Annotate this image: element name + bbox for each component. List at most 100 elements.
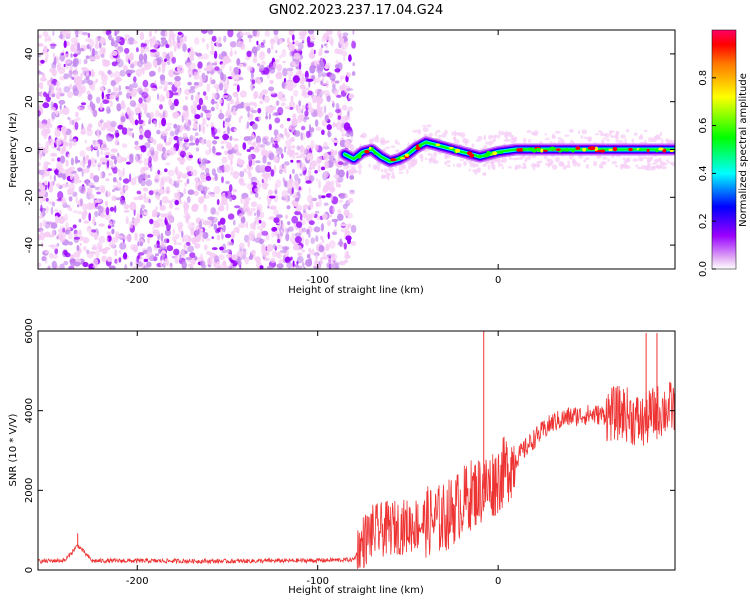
heat-noise-blob xyxy=(38,182,43,186)
heat-noise-blob xyxy=(55,183,61,188)
heat-noise-blob xyxy=(290,95,294,102)
heat-halo-blob xyxy=(666,139,673,143)
heat-noise-blob xyxy=(259,64,265,72)
heat-noise-blob xyxy=(329,73,336,81)
heat-noise-blob xyxy=(161,117,167,127)
heat-noise-blob xyxy=(67,167,72,174)
heat-noise-blob xyxy=(80,85,86,94)
heat-noise-blob xyxy=(262,155,267,164)
heat-noise-blob xyxy=(337,213,344,221)
heat-noise-blob xyxy=(120,116,126,123)
heat-noise-blob xyxy=(238,213,244,219)
heat-noise-blob xyxy=(38,110,41,117)
heat-noise-blob xyxy=(287,145,292,152)
heat-noise-blob xyxy=(94,186,100,191)
heat-noise-blob xyxy=(239,265,242,269)
heat-noise-blob xyxy=(142,187,148,192)
heat-noise-blob xyxy=(73,178,78,185)
heat-noise-blob xyxy=(109,100,113,107)
heat-noise-blob xyxy=(59,109,64,115)
heat-noise-blob xyxy=(138,134,144,140)
heat-noise-blob xyxy=(109,206,115,212)
spectrogram-ytick-label-0: -40 xyxy=(24,237,35,253)
heat-noise-blob xyxy=(159,222,166,228)
heat-noise-blob xyxy=(161,253,166,258)
heat-noise-blob xyxy=(205,64,213,72)
heat-noise-blob xyxy=(219,99,223,104)
heat-noise-blob xyxy=(192,118,198,122)
heat-halo-blob xyxy=(632,158,638,162)
heat-halo-blob xyxy=(464,140,468,146)
heat-noise-blob xyxy=(70,53,73,58)
heat-noise-blob xyxy=(310,212,316,217)
heat-noise-blob xyxy=(256,43,261,51)
heat-noise-blob xyxy=(185,216,190,224)
heat-noise-blob xyxy=(331,218,339,223)
heat-noise-blob xyxy=(259,164,266,172)
heat-noise-blob xyxy=(49,67,55,73)
heat-noise-blob xyxy=(39,185,46,191)
figure-title: GN02.2023.237.17.04.G24 xyxy=(269,3,444,18)
heat-noise-blob xyxy=(318,180,321,189)
snr-xtick-label-0: -200 xyxy=(126,576,149,587)
heat-noise-blob xyxy=(334,64,340,69)
heat-noise-blob xyxy=(155,51,160,56)
heat-noise-blob xyxy=(263,95,270,103)
heat-halo-blob xyxy=(381,168,384,173)
heat-noise-blob xyxy=(294,152,299,156)
heat-noise-blob xyxy=(258,219,262,224)
heat-noise-blob xyxy=(234,50,237,55)
heat-noise-blob xyxy=(91,229,96,233)
spectrogram-ylabel: Frequency (Hz) xyxy=(8,112,19,188)
heat-noise-blob xyxy=(189,252,196,259)
heat-noise-blob xyxy=(197,56,204,60)
heat-noise-blob xyxy=(80,102,87,106)
heat-noise-blob xyxy=(123,235,127,240)
heat-noise-blob xyxy=(166,238,170,243)
heat-noise-blob xyxy=(83,58,88,65)
heat-noise-blob xyxy=(38,142,41,147)
heat-halo-blob xyxy=(554,130,561,134)
heat-halo-blob xyxy=(644,139,647,144)
heat-noise-blob xyxy=(265,105,271,113)
heat-noise-blob xyxy=(101,255,107,263)
heat-noise-blob xyxy=(315,235,319,243)
heat-halo-blob xyxy=(500,131,506,136)
heat-noise-blob xyxy=(333,90,338,96)
heat-noise-blob xyxy=(50,89,54,94)
snr-ylabel: SNR (10 * V/V) xyxy=(8,413,19,486)
heat-halo-blob xyxy=(584,157,590,161)
heat-noise-blob xyxy=(38,162,41,167)
heat-noise-blob xyxy=(126,92,131,99)
heat-noise-blob xyxy=(312,94,317,104)
heat-noise-blob xyxy=(85,249,90,255)
heat-halo-blob xyxy=(506,139,512,142)
colorbar-gradient xyxy=(711,29,737,270)
heat-noise-blob xyxy=(205,112,212,118)
heat-halo-blob xyxy=(520,154,526,159)
heat-noise-blob xyxy=(179,150,186,158)
heat-noise-blob xyxy=(343,242,347,250)
heat-noise-blob xyxy=(64,213,68,222)
heat-noise-blob xyxy=(345,131,351,138)
heat-noise-blob xyxy=(148,155,152,164)
heat-noise-blob xyxy=(261,89,268,95)
heat-noise-blob xyxy=(165,122,173,126)
heat-noise-blob xyxy=(73,118,78,123)
heat-noise-blob xyxy=(65,159,69,167)
heat-halo-blob xyxy=(499,163,504,167)
heat-noise-blob xyxy=(140,153,143,160)
heat-noise-blob xyxy=(121,143,128,149)
heat-noise-blob xyxy=(131,82,138,89)
heat-noise-blob xyxy=(135,47,139,53)
heat-noise-blob xyxy=(83,105,85,110)
heat-noise-blob xyxy=(73,251,81,258)
heat-noise-blob xyxy=(149,49,157,53)
heat-noise-blob xyxy=(176,179,183,183)
heat-noise-blob xyxy=(71,64,78,68)
heat-noise-blob xyxy=(148,147,154,151)
heat-noise-blob xyxy=(202,220,210,226)
heat-noise-blob xyxy=(301,109,304,114)
heat-noise-blob xyxy=(220,63,225,69)
heat-hot-spot xyxy=(364,149,370,154)
